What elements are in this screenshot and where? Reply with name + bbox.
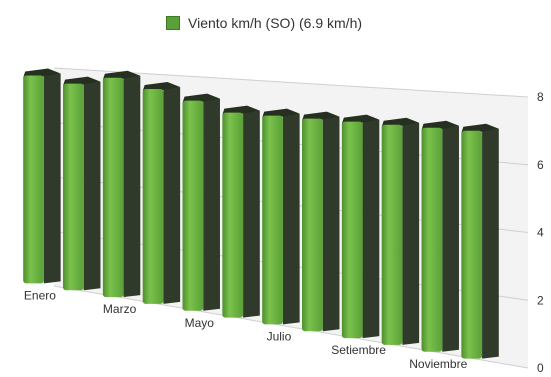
bar	[142, 82, 181, 304]
bar-top	[381, 117, 420, 127]
bar-side	[203, 98, 220, 311]
bar-side	[442, 125, 459, 352]
y-tick-label: 0	[537, 361, 544, 375]
bar-side	[402, 122, 420, 345]
bar	[63, 76, 101, 291]
bar	[222, 105, 260, 318]
bar-front	[182, 100, 204, 311]
x-tick-label: Setiembre	[331, 343, 386, 357]
bar	[262, 108, 300, 325]
y-tick-label: 4	[537, 226, 544, 240]
bar-top	[182, 93, 220, 103]
bar-front	[222, 112, 244, 318]
bar	[302, 111, 340, 332]
x-tick-label: Marzo	[103, 302, 137, 316]
x-tick-label: Mayo	[185, 316, 215, 330]
bar-top	[63, 76, 101, 86]
bar	[341, 114, 380, 339]
bar	[102, 70, 141, 298]
bar-top	[102, 70, 141, 80]
legend: Viento km/h (SO) (6.9 km/h)	[166, 12, 362, 34]
bar	[381, 117, 420, 345]
bar-side	[123, 75, 141, 298]
bar-side	[163, 87, 181, 304]
bar-side	[83, 81, 101, 291]
bar-front	[302, 118, 323, 332]
bar-top	[262, 108, 300, 118]
y-tick-label: 6	[537, 158, 544, 172]
bar-front	[262, 115, 283, 325]
y-tick-label: 8	[537, 90, 544, 104]
bar-top	[302, 111, 340, 121]
y-tick-label: 2	[537, 293, 544, 307]
bar-front	[341, 121, 363, 339]
bar-top	[222, 105, 260, 115]
bar-front	[63, 83, 84, 291]
legend-swatch	[166, 16, 180, 30]
bar-side	[43, 73, 61, 284]
bar-front	[102, 77, 124, 298]
legend-label: Viento km/h (SO) (6.9 km/h)	[188, 15, 363, 31]
bar-front	[381, 124, 403, 345]
bar-front	[142, 89, 164, 304]
bar	[461, 123, 499, 359]
bar	[182, 93, 220, 311]
bar-side	[362, 119, 380, 339]
x-tick-label: Julio	[267, 329, 292, 343]
bar-front	[421, 127, 443, 352]
bar	[23, 68, 61, 284]
bars	[23, 68, 499, 359]
x-tick-label: Enero	[24, 288, 56, 302]
gridline	[53, 67, 529, 98]
gridline	[53, 285, 529, 369]
bar-top	[142, 82, 181, 92]
bar-front	[461, 130, 483, 359]
bar-front	[23, 75, 44, 284]
bar	[421, 120, 459, 352]
bar-side	[282, 113, 300, 325]
bar-top	[23, 68, 61, 78]
bar-top	[341, 114, 380, 124]
bar-side	[482, 128, 499, 359]
bar-side	[322, 116, 340, 332]
bar-side	[243, 110, 260, 318]
bar-top	[421, 120, 459, 130]
bar-top	[461, 123, 499, 133]
x-tick-label: Noviembre	[409, 357, 467, 371]
